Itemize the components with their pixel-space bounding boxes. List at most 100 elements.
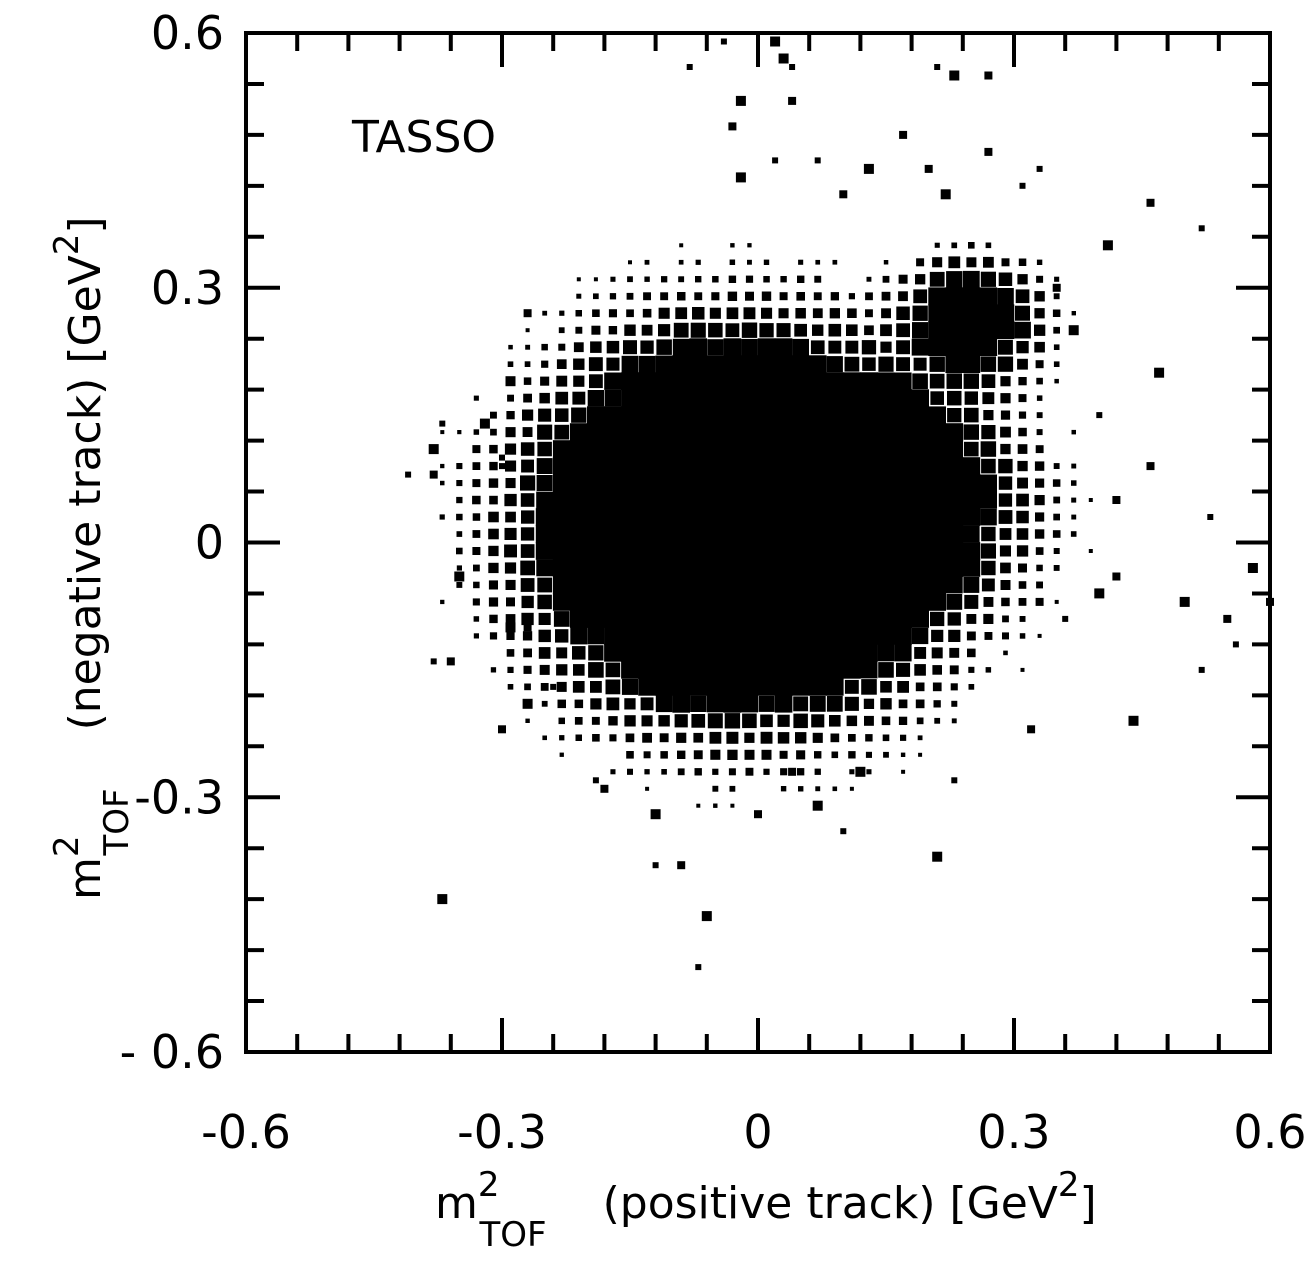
- bin-315: [661, 276, 668, 283]
- bin-435: [723, 406, 742, 424]
- x-label-text: (positive track) [GeV: [603, 1178, 1058, 1229]
- bin-619: [825, 525, 844, 543]
- scatter-point-76: [1112, 572, 1121, 581]
- bin-367: [689, 457, 708, 475]
- bin-826: [945, 508, 964, 526]
- bin-303: [655, 474, 673, 492]
- bin-163: [575, 310, 582, 317]
- bin-839: [945, 287, 964, 306]
- bin-466: [740, 423, 759, 441]
- bin-500: [757, 389, 776, 407]
- bin-21: [472, 513, 481, 521]
- bin-742: [894, 474, 912, 492]
- scatter-point-12: [430, 658, 437, 665]
- scatter-point-37: [1146, 462, 1155, 471]
- bin-541: [797, 768, 805, 776]
- bin-238: [621, 508, 639, 526]
- bin-637: [848, 751, 856, 759]
- bin-361: [689, 559, 708, 577]
- bin-901: [999, 545, 1011, 557]
- bin-6: [456, 565, 462, 571]
- bin-258: [641, 715, 653, 727]
- bin-129: [552, 440, 571, 458]
- x-axis-label: m2 TOF(positive track) [GeV2]: [435, 1165, 1097, 1255]
- bin-251: [626, 292, 634, 300]
- bin-733: [894, 627, 912, 645]
- bin-237: [621, 525, 639, 543]
- bin-221: [609, 293, 617, 300]
- bin-261: [638, 661, 656, 679]
- bin-345: [678, 276, 685, 283]
- bin-169: [590, 681, 602, 693]
- bin-145: [569, 610, 588, 628]
- bin-475: [745, 275, 754, 283]
- bin-421: [723, 644, 742, 662]
- bin-897: [1002, 615, 1009, 623]
- bin-278: [638, 372, 656, 390]
- bin-453: [740, 644, 759, 662]
- bin-672: [860, 644, 878, 662]
- bin-650: [843, 525, 861, 543]
- bin-664: [848, 293, 855, 300]
- bin-848: [964, 594, 979, 609]
- bin-714: [877, 423, 895, 441]
- bin-570: [797, 275, 805, 283]
- bin-402: [706, 423, 725, 441]
- bin-340: [672, 355, 690, 373]
- bin-793: [928, 576, 946, 594]
- bin-41: [490, 428, 497, 436]
- bin-69: [521, 612, 534, 626]
- bin-902: [999, 528, 1012, 540]
- bin-819: [948, 629, 961, 642]
- bin-530: [774, 423, 793, 441]
- bin-108: [541, 360, 549, 368]
- bin-412: [730, 803, 735, 808]
- bin-107: [540, 376, 550, 386]
- bin-854: [962, 491, 981, 509]
- bin-78: [521, 459, 534, 473]
- bin-829: [945, 457, 964, 475]
- bin-564: [791, 372, 810, 390]
- bin-353: [690, 695, 707, 712]
- bin-452: [740, 661, 759, 679]
- scatter-point-78: [1232, 641, 1239, 648]
- bin-677: [860, 559, 878, 577]
- bin-309: [655, 372, 673, 390]
- bin-673: [860, 627, 878, 645]
- bin-890: [979, 304, 998, 323]
- bin-228: [621, 678, 638, 695]
- bin-62: [507, 361, 514, 367]
- bin-330: [672, 525, 690, 543]
- bin-106: [539, 392, 550, 404]
- bin-584: [808, 593, 827, 611]
- bin-505: [761, 307, 773, 319]
- bin-547: [791, 661, 810, 679]
- bin-941: [1017, 274, 1028, 285]
- bin-15: [473, 616, 480, 622]
- bin-678: [860, 542, 878, 560]
- bin-545: [793, 696, 809, 712]
- bin-943: [1037, 633, 1042, 638]
- bin-199: [605, 662, 621, 678]
- scatter-point-4: [472, 445, 481, 454]
- x-tick-label-4: 0.6: [1233, 1105, 1306, 1159]
- bin-549: [791, 627, 810, 645]
- bin-761: [914, 647, 927, 659]
- y-label-sup: 2: [47, 835, 87, 857]
- bin-617: [825, 559, 844, 577]
- scatter-point-62: [1068, 325, 1079, 336]
- bin-307: [655, 406, 673, 424]
- bin-430: [723, 491, 742, 509]
- bin-74: [520, 527, 535, 541]
- bin-886: [981, 374, 996, 388]
- bin-200: [604, 644, 622, 662]
- bin-970: [1053, 496, 1061, 504]
- bin-377: [694, 292, 703, 301]
- bin-911: [1000, 376, 1011, 387]
- bin-517: [774, 644, 793, 662]
- bin-557: [791, 491, 810, 509]
- bin-393: [706, 576, 725, 594]
- bin-426: [723, 559, 742, 577]
- bin-58: [505, 427, 516, 438]
- bin-33: [488, 562, 499, 574]
